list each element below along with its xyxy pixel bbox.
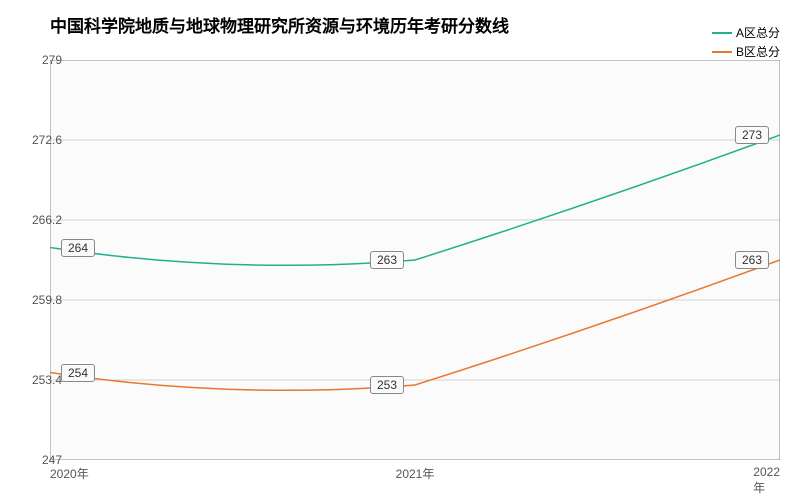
point-label: 273 bbox=[735, 126, 769, 144]
legend-item-a: A区总分 bbox=[712, 24, 780, 41]
x-tick-label: 2021年 bbox=[396, 465, 435, 482]
x-tick-label: 2020年 bbox=[50, 465, 89, 482]
x-tick-label: 2022年 bbox=[753, 465, 780, 496]
legend-swatch-a bbox=[712, 32, 732, 34]
chart-title: 中国科学院地质与地球物理研究所资源与环境历年考研分数线 bbox=[50, 12, 509, 37]
point-label: 263 bbox=[370, 251, 404, 269]
legend-item-b: B区总分 bbox=[712, 43, 780, 60]
point-label: 264 bbox=[61, 239, 95, 257]
y-tick-label: 272.6 bbox=[32, 133, 62, 147]
y-tick-label: 279 bbox=[42, 53, 62, 67]
point-label: 263 bbox=[735, 251, 769, 269]
y-tick-label: 253.4 bbox=[32, 373, 62, 387]
point-label: 254 bbox=[61, 364, 95, 382]
y-tick-label: 259.8 bbox=[32, 293, 62, 307]
point-label: 253 bbox=[370, 376, 404, 394]
legend-label-a: A区总分 bbox=[736, 24, 780, 41]
y-tick-label: 266.2 bbox=[32, 213, 62, 227]
legend-label-b: B区总分 bbox=[736, 43, 780, 60]
legend-swatch-b bbox=[712, 51, 732, 53]
legend: A区总分 B区总分 bbox=[712, 24, 780, 62]
plot-area bbox=[50, 60, 780, 460]
chart-container: 中国科学院地质与地球物理研究所资源与环境历年考研分数线 A区总分 B区总分 24… bbox=[0, 0, 800, 500]
